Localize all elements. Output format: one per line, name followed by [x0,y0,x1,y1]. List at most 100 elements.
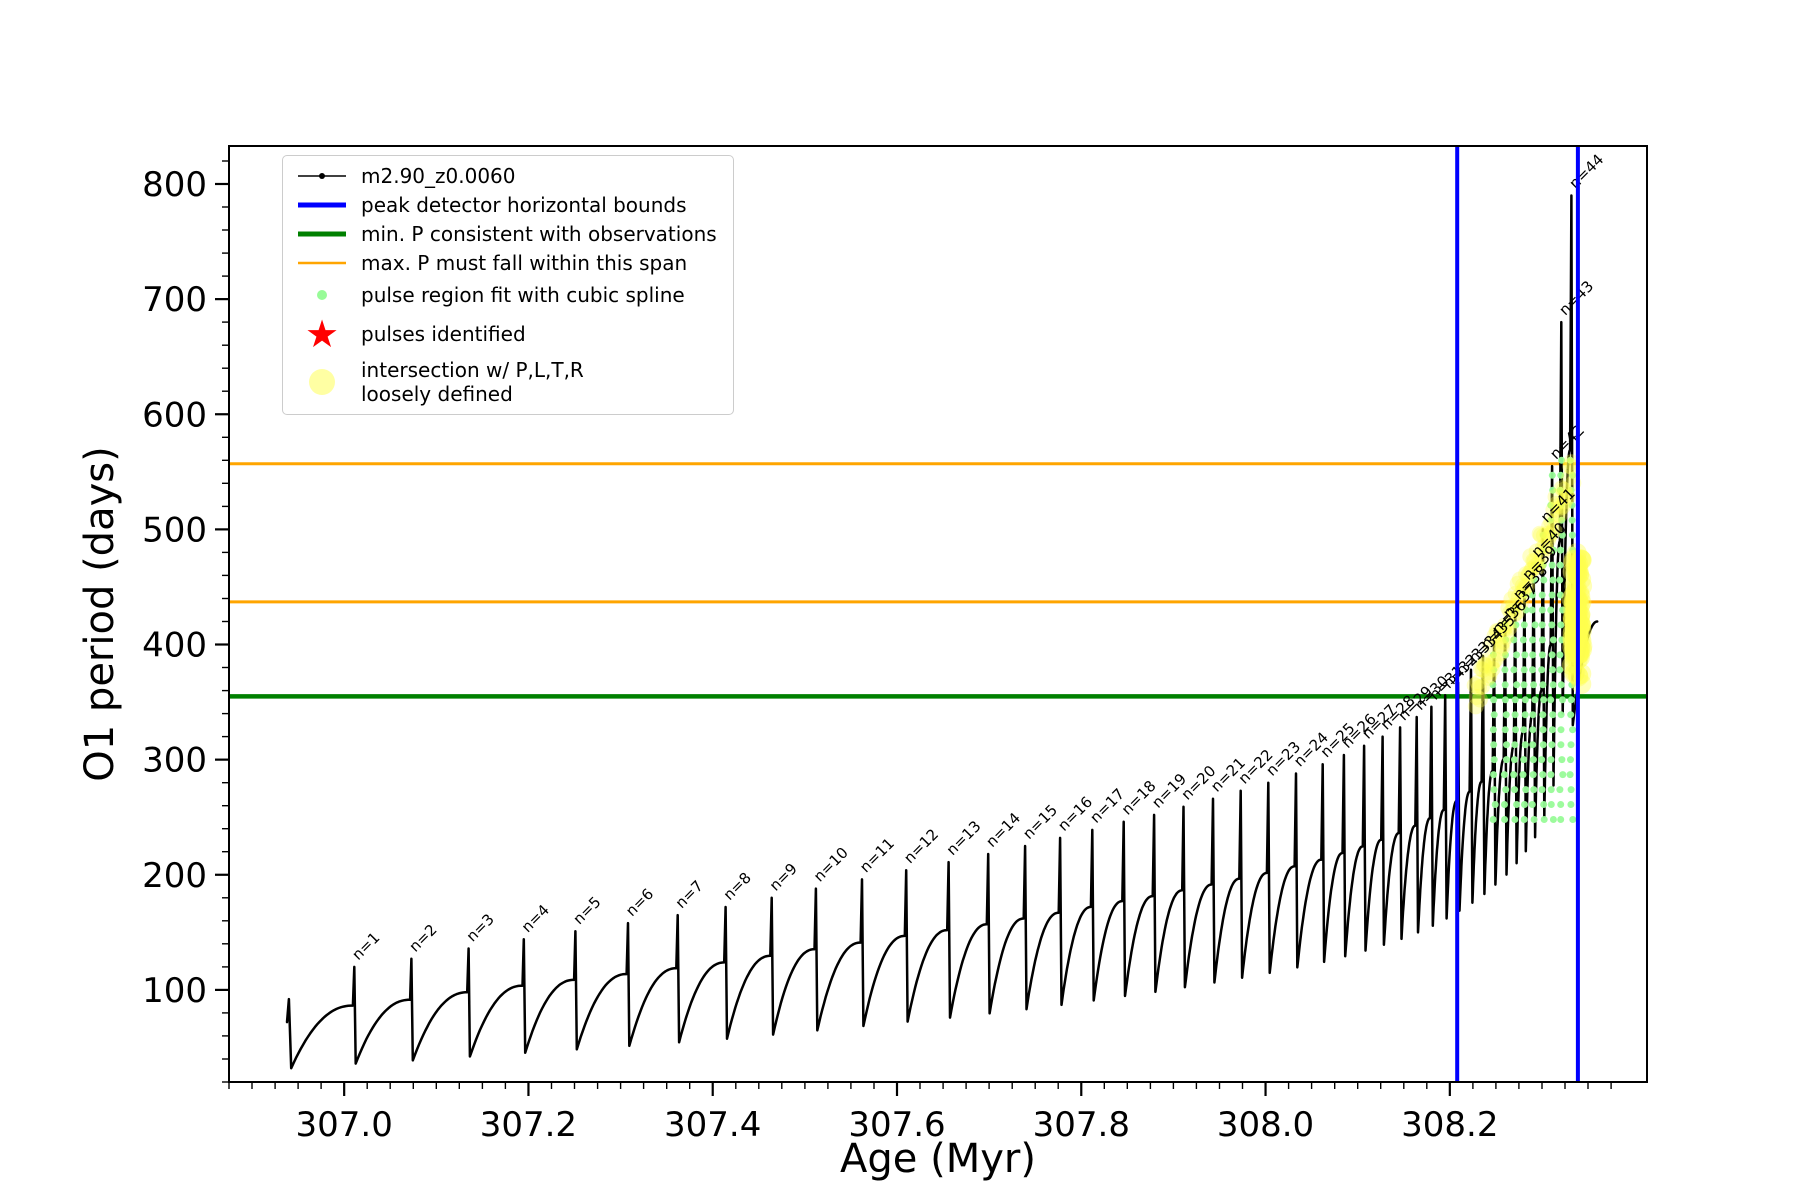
spline-dot [1529,636,1537,644]
spline-dot [1568,666,1576,674]
spline-dot [1528,591,1536,599]
spline-dot [1511,816,1519,823]
pulse-label: n=12 [900,825,942,867]
intersection-dot [1518,566,1535,582]
spline-dot [1567,696,1575,704]
legend-line-swatch-icon [293,193,351,217]
spline-dot [1557,711,1565,719]
intersection-dot [1523,562,1540,579]
spline-dot [1557,501,1565,509]
intersection-dot [1562,458,1579,474]
spline-dot [1503,741,1510,749]
intersection-dot [1499,618,1516,635]
intersection-dot [1525,552,1542,569]
y-axis-tick-label: 500 [142,510,207,550]
intersection-dot [1488,623,1505,639]
spline-dot [1501,681,1509,689]
intersection-dot [1487,651,1504,668]
star-icon: ★ [304,312,340,356]
pulse-label: n=7 [672,877,707,912]
intersection-dot [1506,606,1523,623]
spline-dot [1501,816,1509,823]
intersection-dot [1522,548,1539,565]
spline-dot [1489,816,1497,823]
spline-dot [1539,531,1547,539]
spline-dot [1539,561,1547,569]
spline-dot [1557,816,1565,823]
spline-dot [1489,681,1497,689]
intersection-dot [1484,661,1501,677]
intersection-dot [1565,619,1586,639]
spline-dot [1521,591,1529,599]
intersection-dot [1569,647,1590,668]
intersection-dot [1468,689,1485,705]
legend-item-min-p-consistent-with-observations: min. P consistent with observations [293,222,717,246]
intersection-dot [1535,527,1552,544]
spline-dot [1500,771,1508,779]
spline-dot [1522,606,1530,614]
intersection-dot [1503,591,1520,608]
intersection-dot [1565,571,1586,592]
intersection-dot [1565,582,1586,603]
intersection-dot [1533,548,1550,564]
intersection-dot [1552,499,1569,516]
spline-dot [1490,771,1498,779]
legend-item-pulses-identified: ★ pulses identified [293,315,717,353]
spline-dot [1567,801,1575,808]
spline-dot [1489,726,1497,734]
spline-dot [1501,696,1509,704]
spline-dot [1490,741,1498,749]
intersection-dot [1542,527,1559,544]
intersection-dot [1565,593,1586,614]
spline-dot [1510,636,1518,644]
intersection-dot [1492,637,1509,654]
intersection-dot [1483,657,1500,674]
spline-dot [1540,816,1548,823]
intersection-dot [1545,502,1562,518]
intersection-dot [1530,555,1547,571]
intersection-dot [1517,579,1533,595]
intersection-dot [1565,604,1586,625]
spline-dot [1557,546,1565,554]
legend-star-swatch-icon: ★ [293,315,351,353]
intersection-dot [1565,617,1585,638]
spline-dot [1521,651,1529,659]
spline-dot [1549,636,1557,644]
spline-dot [1568,501,1576,509]
intersection-dot [1502,604,1519,621]
spline-dot [1566,456,1574,464]
intersection-dot [1554,498,1571,515]
y-axis-tick-label: 200 [142,856,207,896]
intersection-dot [1526,553,1543,570]
legend-blob-swatch-icon [293,367,351,397]
intersection-dot [1569,640,1590,661]
intersection-dot [1570,586,1591,607]
spline-dot [1569,726,1577,734]
legend-line-swatch-icon [293,251,351,275]
spline-dot [1520,756,1528,764]
spline-dot [1510,666,1518,674]
intersection-dot [1528,543,1545,560]
spline-dot [1547,696,1555,704]
spline-dot [1538,636,1546,644]
spline-dot [1501,666,1509,674]
intersection-dot [1485,653,1502,670]
spline-dot [1511,786,1519,794]
spline-dot [1538,756,1546,764]
spline-dot [1530,576,1538,584]
spline-dot [1547,801,1555,808]
pulse-label: n=14 [982,809,1024,851]
spline-dot [1529,771,1537,779]
intersection-dot [1563,454,1580,471]
legend-item-label: min. P consistent with observations [361,222,717,246]
spline-dot [1566,606,1574,614]
spline-dot [1521,801,1528,808]
intersection-dot [1514,577,1531,594]
spline-dot [1558,756,1566,764]
spline-dot [1568,591,1576,599]
intersection-dot [1473,660,1489,677]
spline-dot [1549,531,1557,539]
spline-dot-group [1489,456,1577,823]
legend: m2.90_z0.0060 peak detector horizontal bo… [282,155,734,415]
spline-dot [1548,561,1556,569]
